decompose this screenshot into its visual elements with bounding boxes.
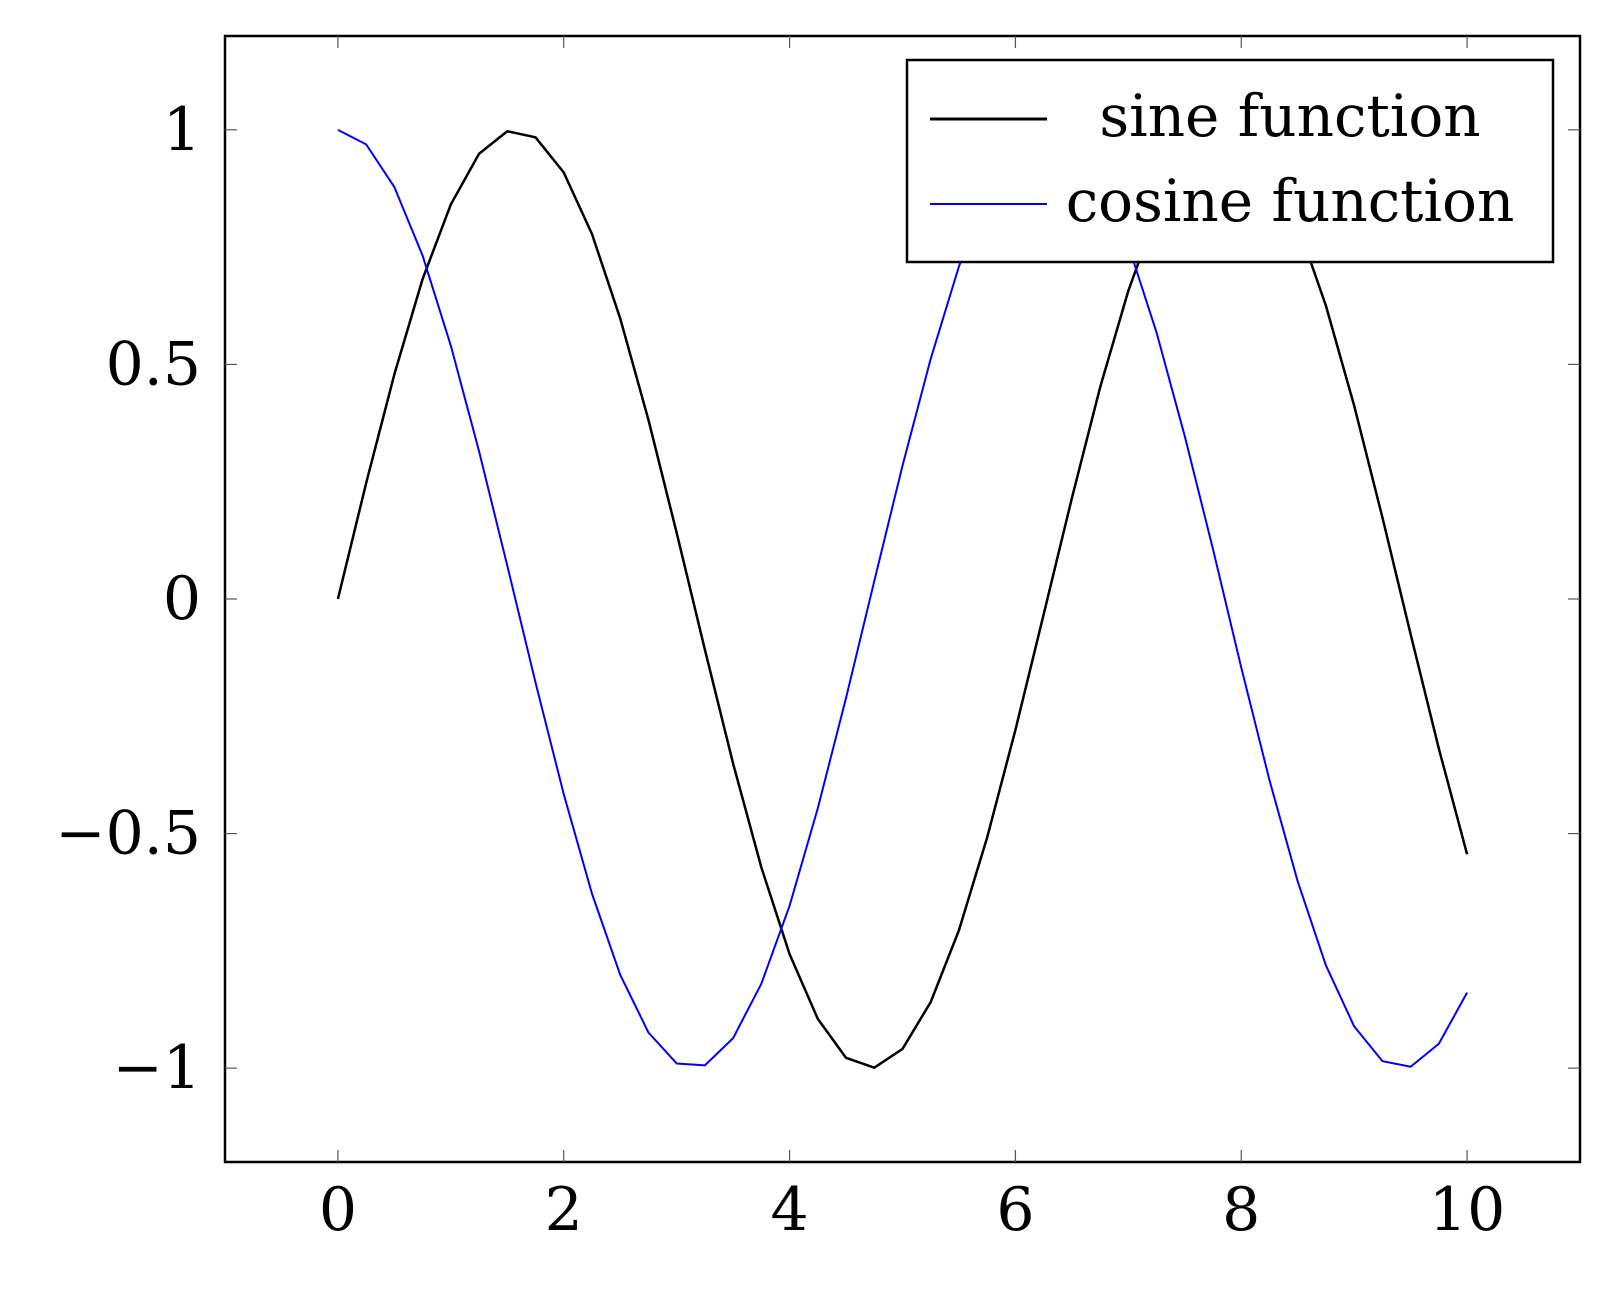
sine-series-line [336, 129, 1469, 1069]
y-tick-label: 1 [163, 95, 201, 165]
legend: sine function cosine function [905, 58, 1555, 264]
legend-label-cosine: cosine function [1066, 167, 1515, 235]
x-tick-label: 4 [770, 1175, 808, 1245]
y-tick-label: −1 [113, 1033, 201, 1103]
cosine-series-line [337, 128, 1468, 1068]
y-tick-label: 0.5 [106, 329, 201, 399]
series-layer [336, 128, 1469, 1069]
y-tick-label: −0.5 [55, 799, 201, 869]
y-tick-label: 0 [163, 564, 201, 634]
x-tick-label: 6 [996, 1175, 1034, 1245]
legend-label-sine: sine function [1099, 82, 1480, 150]
x-tick-label: 0 [319, 1175, 357, 1245]
x-tick-label: 8 [1222, 1175, 1260, 1245]
x-tick-label: 2 [545, 1175, 583, 1245]
legend-box [905, 58, 1555, 264]
x-tick-label: 10 [1429, 1175, 1505, 1245]
ticks-layer: 0 2 4 6 8 10 1 0.5 0 −0.5 −1 [55, 36, 1580, 1245]
